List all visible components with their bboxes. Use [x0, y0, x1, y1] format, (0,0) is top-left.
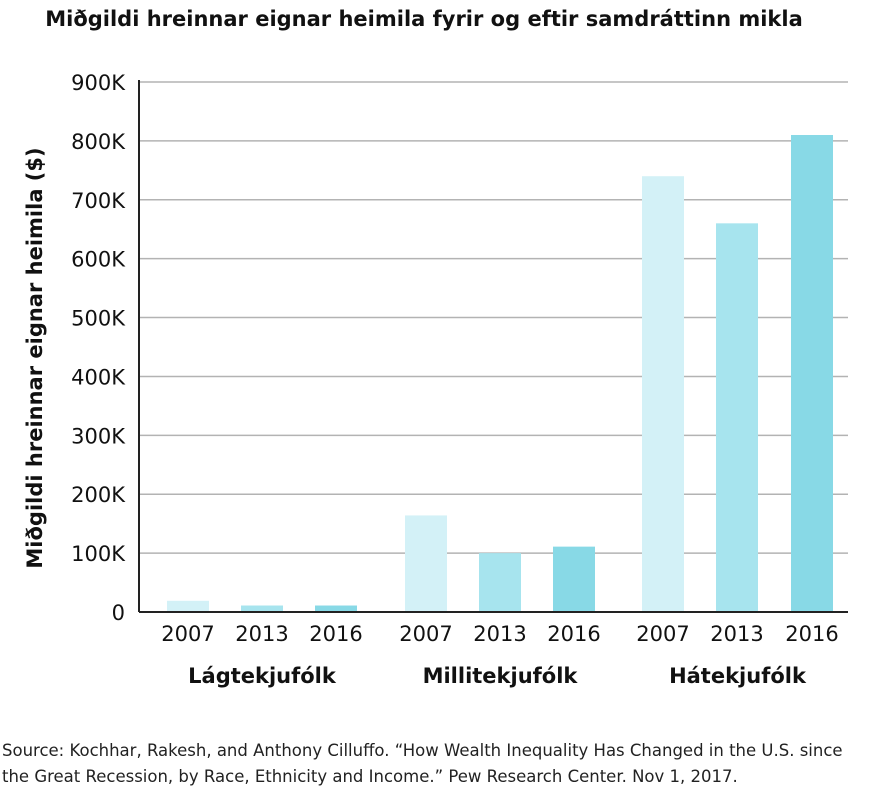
- x-tick-label: 2007: [636, 622, 689, 646]
- x-tick-label: 2013: [473, 622, 526, 646]
- y-axis-ticks: 0 100K 200K 300K 400K 500K 600K 700K 800K 900K: [71, 71, 126, 625]
- y-tick-label: 400K: [71, 365, 126, 389]
- bar-2007: [405, 515, 447, 612]
- bar-2007: [642, 176, 684, 612]
- x-tick-label: 2016: [785, 622, 838, 646]
- bar-chart: Miðgildi hreinnar eignar heimila fyrir o…: [23, 7, 848, 688]
- y-tick-label: 500K: [71, 307, 126, 331]
- bar-2016: [791, 135, 833, 612]
- bar-2007: [167, 600, 209, 612]
- bar-2013: [716, 223, 758, 613]
- x-axis-ticks: 2007 2013 2016 2007 2013 2016 2007 2013 2016: [161, 622, 838, 646]
- group-label: Millitekjufólk: [423, 664, 579, 688]
- group-labels: Lágtekjufólk Millitekjufólk Hátekjufólk: [188, 664, 807, 688]
- x-tick-label: 2013: [710, 622, 763, 646]
- y-tick-label: 700K: [71, 189, 126, 213]
- y-tick-label: 200K: [71, 483, 126, 507]
- chart-title: Miðgildi hreinnar eignar heimila fyrir o…: [45, 7, 803, 31]
- source-note: Source: Kochhar, Rakesh, and Anthony Cil…: [2, 741, 843, 786]
- bar-2013: [479, 553, 521, 612]
- group-label: Lágtekjufólk: [188, 664, 337, 688]
- y-tick-label: 900K: [71, 71, 126, 95]
- y-tick-label: 100K: [71, 542, 126, 566]
- y-tick-label: 0: [112, 601, 125, 625]
- y-tick-label: 300K: [71, 424, 126, 448]
- bar-2013: [241, 605, 283, 612]
- gridlines: [139, 81, 848, 554]
- y-axis-label: Miðgildi hreinnar eignar heimila ($): [23, 147, 47, 568]
- x-tick-label: 2016: [547, 622, 600, 646]
- y-tick-label: 600K: [71, 248, 126, 272]
- bar-2016: [315, 605, 357, 612]
- x-tick-label: 2007: [161, 622, 214, 646]
- bar-2016: [553, 546, 595, 612]
- x-tick-label: 2013: [235, 622, 288, 646]
- y-tick-label: 800K: [71, 130, 126, 154]
- x-tick-label: 2016: [309, 622, 362, 646]
- bars: [167, 135, 833, 613]
- group-label: Hátekjufólk: [669, 664, 807, 688]
- x-tick-label: 2007: [399, 622, 452, 646]
